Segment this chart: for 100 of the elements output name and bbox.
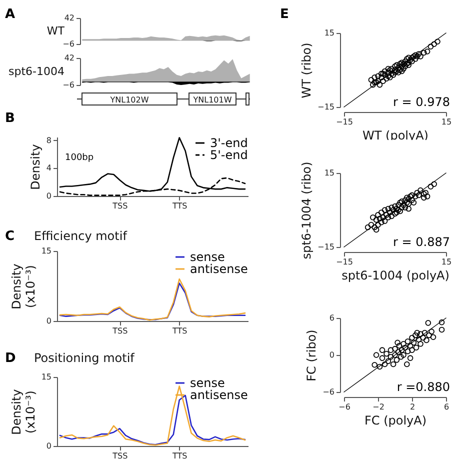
point [388,354,394,360]
y-tick-label: −6 [322,388,334,396]
line-series [59,386,246,446]
point [372,224,378,230]
point [373,352,380,358]
point [380,214,386,220]
point [378,210,384,216]
y-tick-label: 15 [41,372,52,382]
x-tick-label: TTS [172,202,188,210]
point [397,60,403,67]
y-tick-label: −15 [318,102,334,112]
point [384,350,390,357]
point [392,210,398,217]
annotation: r =0.880 [396,380,450,394]
point [382,207,388,213]
point [375,78,381,84]
point [421,50,427,56]
point [398,68,405,74]
point [407,342,414,349]
point [373,216,380,223]
point [438,326,445,333]
point [385,206,392,212]
point [406,206,412,212]
legend-label: antisense [190,262,248,276]
y-axis-title: spt6-1004 (ribo) [300,162,314,260]
point [412,332,418,338]
point [392,63,398,70]
point [431,41,437,47]
y-axis-title: Density [28,144,42,190]
point [375,222,381,228]
point [414,330,420,336]
point [370,82,376,88]
x-tick-label: 2 [410,402,416,412]
point [364,224,371,230]
y-tick-label: 0 [46,316,52,326]
y-tick-label: 0 [46,192,52,200]
point [392,203,398,210]
point [368,222,374,228]
point [379,347,386,353]
point [424,48,430,54]
point [407,194,414,200]
point [378,219,384,226]
point [385,358,392,364]
point [385,73,392,80]
point [428,44,434,50]
point [398,198,405,204]
point [428,184,434,190]
y-axis-title: WT [46,24,65,38]
point [397,67,403,73]
point [388,204,394,210]
y-axis-title: Density (x10⁻³) [9,264,38,310]
text: B [5,111,15,126]
point [390,72,396,78]
point [396,202,402,208]
point [409,54,415,61]
point [425,320,432,326]
legend-label: 3'-end [210,136,248,150]
point [394,210,400,216]
point [402,204,408,210]
point [400,60,406,67]
point [392,352,398,358]
point [397,200,403,206]
x-tick-label: TSS [112,202,128,210]
point [438,319,445,326]
point [407,355,414,361]
point [373,226,380,233]
x-tick-label: −2 [372,402,384,412]
point [409,334,415,341]
point [400,66,406,72]
point [398,354,404,360]
x-axis-title: FC (polyA) [364,414,427,428]
point [402,344,408,350]
point [370,214,376,220]
point [400,352,406,358]
point [375,73,381,80]
point [368,76,374,83]
y-tick-label: 6 [329,314,334,322]
point [373,79,380,86]
point [400,341,406,347]
point [409,347,415,353]
y-tick-label: 15 [324,28,334,38]
x-tick-label: TTS [172,326,188,336]
point [430,334,436,340]
legend-label: 5'-end [210,148,248,162]
point [380,78,386,84]
point [404,348,411,354]
line-series [59,137,246,192]
point [394,357,400,363]
legend-label: sense [190,376,225,390]
point [387,74,393,80]
point [416,51,422,57]
point [392,346,398,352]
x-tick-label: TSS [112,452,128,460]
point [396,342,402,349]
y-tick-label: 0 [329,350,334,360]
point [384,212,390,218]
point [413,344,420,350]
x-tick-label: TSS [112,326,128,336]
point [372,74,378,80]
point [396,349,402,355]
